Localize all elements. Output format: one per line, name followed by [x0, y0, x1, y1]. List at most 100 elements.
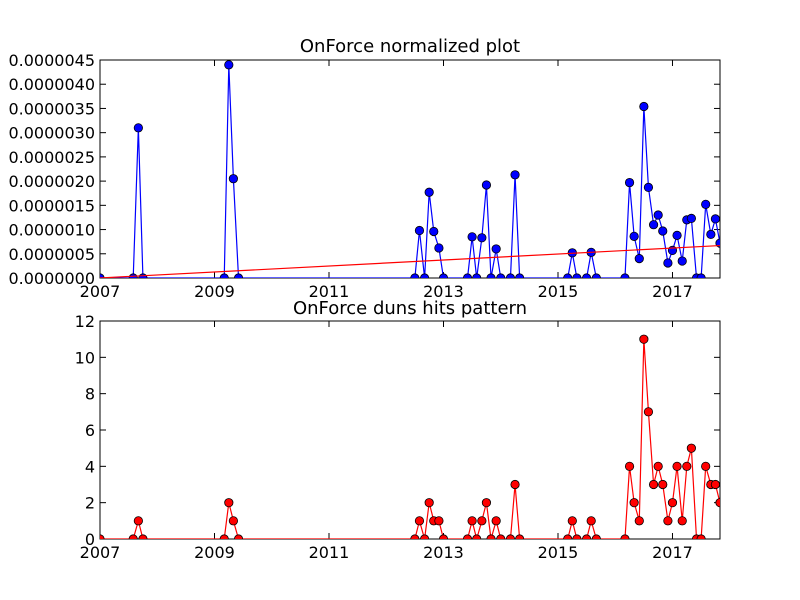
- y-tick-label: 0.0000000: [8, 269, 95, 288]
- data-point: [438, 273, 449, 278]
- data-point: [467, 232, 477, 242]
- data-point: [572, 273, 582, 278]
- data-point: [515, 273, 525, 278]
- x-tick-label: 2017: [652, 282, 693, 301]
- data-point: [505, 534, 516, 539]
- data-point: [438, 534, 449, 539]
- data-point: [510, 479, 520, 490]
- data-point: [572, 534, 582, 539]
- data-point: [591, 273, 601, 278]
- x-tick-label: 2007: [80, 282, 121, 301]
- data-point: [696, 534, 706, 539]
- series-layer: [100, 60, 720, 278]
- y-tick-label: 0.0000020: [8, 172, 95, 191]
- data-point: [629, 498, 639, 508]
- data-point: [672, 461, 682, 471]
- data-point: [591, 534, 601, 539]
- data-point: [701, 461, 711, 471]
- y-axis: 0 2 4 6 8 10 12: [75, 312, 720, 549]
- data-point: [505, 273, 516, 278]
- series-layer: [100, 334, 720, 539]
- y-tick-label: 2: [85, 494, 95, 513]
- data-point: [486, 273, 496, 278]
- data-point: [643, 407, 654, 417]
- x-tick-label: 2009: [194, 282, 235, 301]
- data-point: [663, 516, 673, 526]
- data-point: [658, 479, 668, 490]
- data-point: [667, 498, 678, 508]
- data-point: [634, 254, 644, 264]
- data-point: [663, 258, 673, 268]
- chart-normalized-plot: OnForce normalized plot 2007 2009 2011 2013…: [8, 36, 721, 301]
- y-tick-label: 6: [85, 421, 95, 440]
- y-axis: 0.0000000 0.0000005 0.0000010 0.0000015 0.00…: [8, 51, 720, 288]
- data-point: [582, 534, 592, 539]
- data-point: [133, 516, 143, 526]
- data-point: [491, 516, 501, 526]
- data-point: [686, 213, 696, 224]
- data-point: [496, 273, 506, 278]
- y-tick-label: 0.0000025: [8, 148, 95, 167]
- data-point: [586, 516, 596, 526]
- data-point: [491, 244, 501, 254]
- data-point: [567, 516, 577, 526]
- data-point: [696, 273, 706, 278]
- data-point: [414, 516, 425, 526]
- x-tick-label: 2007: [80, 543, 121, 562]
- data-point: [643, 182, 654, 193]
- data-point: [658, 226, 668, 236]
- data-point: [228, 174, 238, 184]
- x-tick-label: 2017: [652, 543, 693, 562]
- chart-duns-hits-pattern: OnForce duns hits pattern 2007 2009 2011 20…: [75, 298, 721, 562]
- y-tick-label: 0.0000040: [8, 75, 95, 94]
- y-tick-label: 8: [85, 385, 95, 404]
- data-point: [620, 273, 630, 278]
- data-point: [563, 273, 573, 278]
- x-tick-label: 2013: [423, 282, 464, 301]
- y-tick-label: 4: [85, 457, 95, 476]
- data-point: [496, 534, 506, 539]
- data-point: [219, 273, 229, 278]
- data-point: [653, 210, 663, 220]
- data-point: [424, 187, 434, 197]
- data-point: [472, 273, 482, 278]
- data-point: [715, 498, 720, 508]
- x-tick-label: 2009: [194, 543, 235, 562]
- data-point: [420, 273, 430, 278]
- data-point: [710, 479, 720, 490]
- data-point: [639, 101, 649, 112]
- series-line: [100, 64, 720, 278]
- x-tick-label: 2011: [309, 543, 350, 562]
- data-point: [434, 516, 444, 526]
- data-point: [481, 180, 492, 190]
- data-point: [467, 516, 477, 526]
- data-point: [133, 123, 143, 133]
- data-point: [710, 214, 720, 224]
- data-point: [624, 177, 635, 188]
- y-tick-label: 10: [75, 348, 95, 367]
- data-point: [477, 233, 487, 243]
- data-point: [624, 461, 635, 471]
- data-point: [410, 534, 420, 539]
- data-point: [515, 534, 525, 539]
- data-point: [462, 273, 473, 278]
- data-point: [672, 230, 682, 240]
- data-point: [701, 199, 711, 209]
- data-point: [629, 231, 639, 241]
- trend-line: [100, 244, 720, 278]
- data-point: [563, 534, 573, 539]
- data-point: [228, 516, 238, 526]
- data-point: [620, 534, 630, 539]
- data-point: [677, 256, 687, 266]
- x-tick-label: 2015: [538, 282, 579, 301]
- data-point: [429, 226, 439, 237]
- data-point: [510, 170, 520, 180]
- data-point: [219, 534, 229, 539]
- data-point: [706, 229, 716, 239]
- data-point: [648, 479, 659, 490]
- data-point: [677, 516, 687, 526]
- data-point: [472, 534, 482, 539]
- data-point: [682, 461, 692, 471]
